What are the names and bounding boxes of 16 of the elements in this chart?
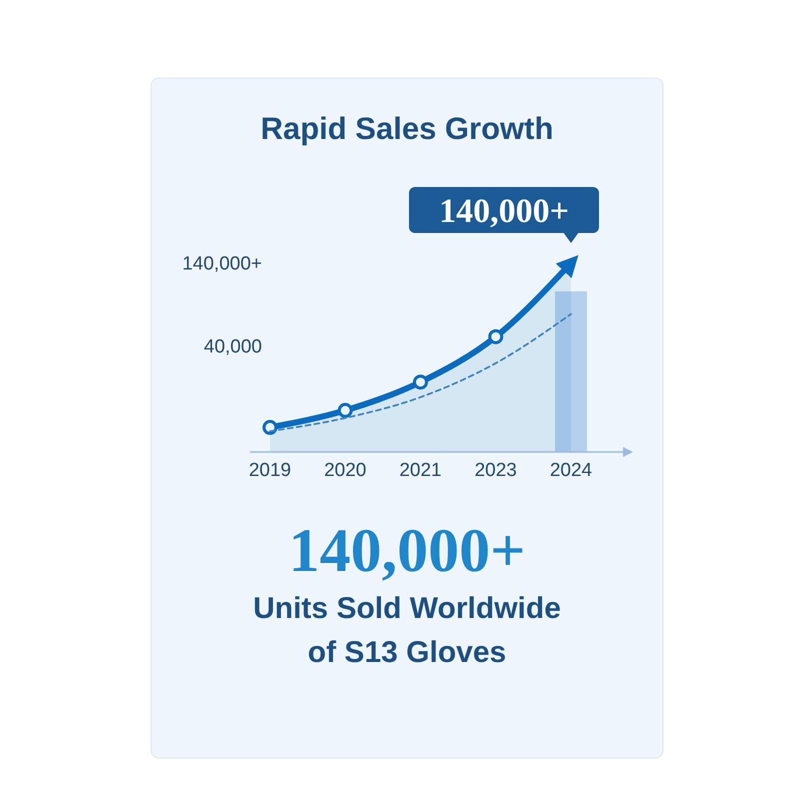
text: of S13 Gloves: [308, 636, 506, 669]
annotation: 140,000+: [182, 254, 262, 275]
point: [488, 329, 504, 344]
point: [262, 420, 278, 435]
annotation: 40,000: [204, 336, 262, 358]
chart-title: Rapid Sales Growth: [260, 111, 554, 146]
x-tick-label: 2019: [248, 460, 292, 481]
x-tick-label: 2023: [474, 460, 517, 481]
text: Units Sold Worldwide: [253, 592, 561, 625]
x-tick-label: 2021: [399, 460, 442, 481]
point: [413, 374, 428, 390]
text: 140,000+: [288, 517, 526, 585]
x-tick-label: 2020: [324, 460, 366, 481]
x-tick-label: 2024: [550, 460, 593, 481]
annotation: 140,000+: [439, 192, 569, 230]
point: [338, 402, 353, 418]
